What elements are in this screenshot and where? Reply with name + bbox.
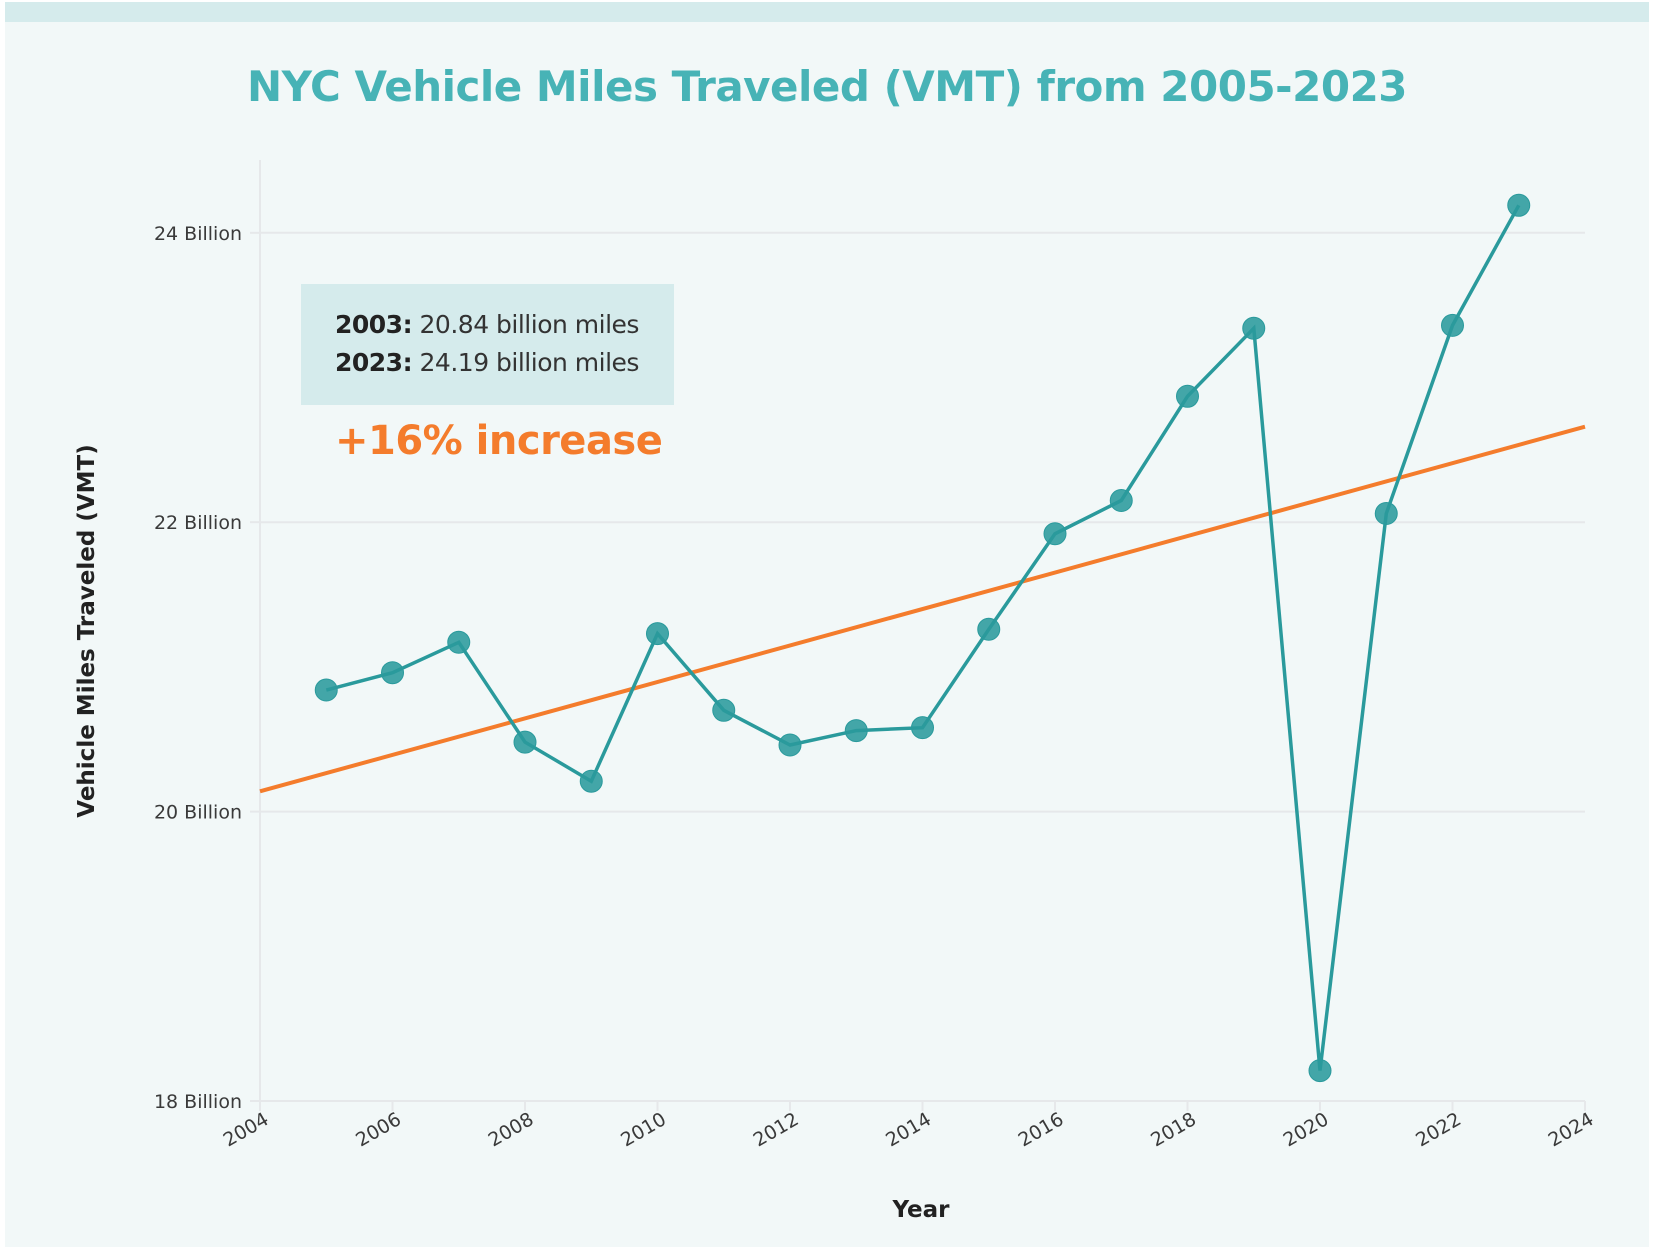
- data-point-2014: [911, 716, 934, 740]
- chart-page: [5, 2, 1649, 1247]
- x-tick-label: 2022: [1412, 1108, 1465, 1151]
- x-tick-labels: 2004 2006 2008 2010 2012 2014 2016 2018 2020 2022…: [220, 1108, 1598, 1151]
- data-point-2018: [1176, 384, 1199, 408]
- data-point-2010: [646, 622, 669, 646]
- data-point-2007: [447, 630, 471, 654]
- x-tick-label: 2006: [352, 1108, 405, 1151]
- x-tick-label: 2010: [617, 1108, 670, 1151]
- x-tick-label: 2024: [1545, 1108, 1598, 1151]
- data-point-2016: [1043, 522, 1067, 546]
- x-tick-label: 2016: [1015, 1108, 1068, 1151]
- x-tick-label: 2014: [882, 1108, 935, 1151]
- top-accent-band: [5, 2, 1649, 22]
- data-point-2008: [513, 730, 537, 754]
- annotation-end-value: 24.19 billion miles: [419, 348, 640, 377]
- data-point-2013: [844, 719, 868, 743]
- x-tick-label: 2018: [1147, 1108, 1200, 1151]
- axes: [250, 160, 1586, 1111]
- data-point-2020: [1308, 1059, 1332, 1083]
- gridlines: [260, 231, 1585, 813]
- data-point-2015: [977, 617, 1001, 641]
- annotation-start-label: 2003:: [335, 310, 413, 339]
- data-point-2009: [579, 769, 603, 793]
- data-point-2021: [1374, 502, 1398, 526]
- x-tick-label: 2008: [485, 1108, 538, 1151]
- y-tick-label: 20 Billion: [154, 802, 242, 824]
- x-tick-label: 2004: [220, 1108, 273, 1151]
- trend-line-group: [259, 424, 1586, 794]
- vmt-series-group: [314, 193, 1531, 1083]
- increase-annotation: +16% increase: [335, 418, 663, 464]
- data-point-2006: [381, 661, 404, 685]
- x-tick-label: 2020: [1280, 1108, 1333, 1151]
- y-axis-title: Vehicle Miles Traveled (VMT): [74, 444, 100, 817]
- data-point-2019: [1242, 316, 1266, 340]
- annotation-box: 2003: 20.84 billion miles 2023: 24.19 bi…: [301, 284, 674, 405]
- data-point-2022: [1441, 313, 1464, 337]
- y-tick-label: 22 Billion: [154, 512, 242, 534]
- trend-line: [259, 424, 1586, 794]
- annotation-end: 2023: 24.19 billion miles: [335, 348, 639, 377]
- data-point-2005: [314, 678, 338, 702]
- data-point-2011: [712, 698, 736, 722]
- y-tick-label: 24 Billion: [154, 223, 242, 245]
- data-point-2012: [778, 733, 802, 757]
- data-point-2017: [1109, 488, 1133, 512]
- x-axis-title: Year: [891, 1197, 950, 1223]
- annotation-start: 2003: 20.84 billion miles: [335, 310, 639, 339]
- y-tick-labels: 18 Billion 20 Billion 22 Billion 24 Billion: [154, 223, 242, 1113]
- chart-title: NYC Vehicle Miles Traveled (VMT) from 20…: [246, 62, 1408, 111]
- annotation-start-value: 20.84 billion miles: [419, 310, 640, 339]
- annotation-end-label: 2023:: [335, 348, 413, 377]
- x-tick-label: 2012: [750, 1108, 803, 1151]
- data-point-2023: [1507, 193, 1531, 217]
- y-tick-label: 18 Billion: [154, 1091, 242, 1113]
